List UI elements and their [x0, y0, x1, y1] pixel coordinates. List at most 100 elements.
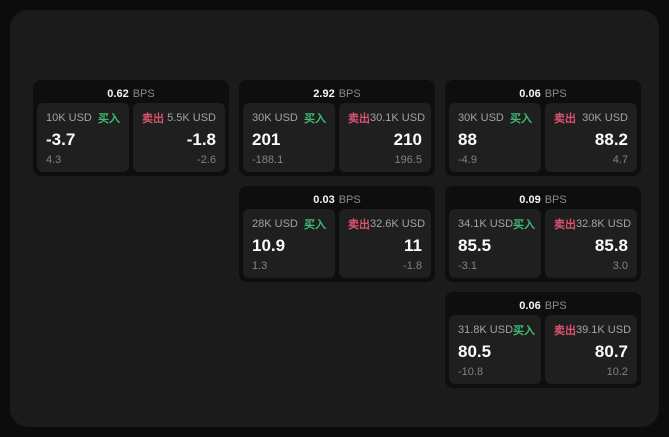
buy-panel-top: 30K USD 买入 — [252, 110, 326, 126]
bps-unit-label: BPS — [544, 87, 567, 100]
buy-delta: -3.1 — [458, 260, 477, 272]
buy-sell-panels: 30K USD 买入 88 -4.9 卖出 30K USD 88.2 4.7 — [449, 103, 637, 172]
buy-panel[interactable]: 31.8K USD 买入 80.5 -10.8 — [449, 315, 541, 384]
buy-sell-panels: 10K USD 买入 -3.7 4.3 卖出 5.5K USD -1.8 -2.… — [37, 103, 225, 172]
buy-sell-panels: 34.1K USD 买入 85.5 -3.1 卖出 32.8K USD 85.8… — [449, 209, 637, 278]
buy-amount: 30K USD — [458, 112, 504, 124]
buy-price: 80.5 — [458, 341, 492, 361]
sell-side-label: 卖出 — [554, 113, 576, 125]
sell-side-label: 卖出 — [142, 113, 164, 125]
buy-side-label: 买入 — [513, 219, 536, 231]
sell-price: 11 — [404, 235, 422, 255]
card-header: 0.06 BPS — [449, 296, 637, 315]
buy-price: 85.5 — [458, 235, 492, 255]
bps-value: 2.92 — [313, 87, 335, 100]
bps-unit-label: BPS — [132, 87, 155, 100]
quote-card: 0.62 BPS 10K USD 买入 -3.7 4.3 卖出 5.5K USD — [33, 80, 229, 176]
bps-unit-label: BPS — [338, 87, 361, 100]
bps-unit-label: BPS — [544, 193, 567, 206]
buy-side-label: 买入 — [98, 113, 120, 125]
card-header: 0.09 BPS — [449, 190, 637, 209]
buy-price: 10.9 — [252, 235, 286, 255]
bps-value: 0.03 — [313, 193, 335, 206]
bps-value: 0.06 — [519, 299, 541, 312]
quote-card: 2.92 BPS 30K USD 买入 201 -188.1 卖出 30.1K … — [239, 80, 435, 176]
sell-panel[interactable]: 卖出 5.5K USD -1.8 -2.6 — [133, 103, 225, 172]
buy-amount: 31.8K USD — [458, 324, 514, 336]
sell-panel-top: 卖出 30.1K USD — [348, 110, 426, 126]
card-header: 0.62 BPS — [37, 84, 225, 103]
buy-panel[interactable]: 34.1K USD 买入 85.5 -3.1 — [449, 209, 541, 278]
sell-side-label: 卖出 — [348, 219, 370, 231]
buy-delta: -188.1 — [252, 154, 284, 166]
sell-panel[interactable]: 卖出 32.8K USD 85.8 3.0 — [545, 209, 637, 278]
buy-delta: -4.9 — [458, 154, 477, 166]
sell-panel-top: 卖出 32.8K USD — [554, 216, 632, 232]
buy-panel[interactable]: 30K USD 买入 88 -4.9 — [449, 103, 541, 172]
buy-amount: 10K USD — [46, 112, 92, 124]
sell-side-label: 卖出 — [554, 325, 576, 337]
buy-panel-top: 30K USD 买入 — [458, 110, 532, 126]
sell-side-label: 卖出 — [348, 113, 370, 125]
sell-panel-top: 卖出 5.5K USD — [142, 110, 216, 126]
sell-panel[interactable]: 卖出 30K USD 88.2 4.7 — [545, 103, 637, 172]
bps-unit-label: BPS — [544, 299, 567, 312]
sell-price: 210 — [393, 129, 422, 149]
buy-side-label: 买入 — [513, 325, 536, 337]
card-header: 0.06 BPS — [449, 84, 637, 103]
buy-amount: 30K USD — [252, 112, 298, 124]
sell-delta: 10.2 — [606, 366, 628, 378]
sell-panel[interactable]: 卖出 39.1K USD 80.7 10.2 — [545, 315, 637, 384]
buy-side-label: 买入 — [510, 113, 532, 125]
buy-panel[interactable]: 10K USD 买入 -3.7 4.3 — [37, 103, 129, 172]
sell-panel-top: 卖出 39.1K USD — [554, 322, 632, 338]
sell-delta: -1.8 — [403, 260, 422, 272]
buy-price: 88 — [458, 129, 477, 149]
buy-delta: -10.8 — [458, 366, 484, 378]
buy-panel-top: 34.1K USD 买入 — [458, 216, 536, 232]
bps-unit-label: BPS — [338, 193, 361, 206]
buy-panel[interactable]: 28K USD 买入 10.9 1.3 — [243, 209, 335, 278]
sell-side-label: 卖出 — [554, 219, 576, 231]
bps-value: 0.09 — [519, 193, 541, 206]
sell-delta: 4.7 — [612, 154, 628, 166]
sell-price: -1.8 — [186, 129, 216, 149]
sell-price: 85.8 — [594, 235, 628, 255]
sell-amount: 32.8K USD — [576, 218, 632, 230]
card-header: 0.03 BPS — [243, 190, 431, 209]
buy-amount: 34.1K USD — [458, 218, 514, 230]
card-header: 2.92 BPS — [243, 84, 431, 103]
quote-card: 0.06 BPS 30K USD 买入 88 -4.9 卖出 30K USD — [445, 80, 641, 176]
buy-side-label: 买入 — [304, 113, 326, 125]
sell-amount: 39.1K USD — [576, 324, 632, 336]
buy-panel-top: 10K USD 买入 — [46, 110, 120, 126]
quote-card: 0.03 BPS 28K USD 买入 10.9 1.3 卖出 32.6K US… — [239, 186, 435, 282]
buy-sell-panels: 30K USD 买入 201 -188.1 卖出 30.1K USD 210 1… — [243, 103, 431, 172]
buy-panel-top: 31.8K USD 买入 — [458, 322, 536, 338]
buy-panel-top: 28K USD 买入 — [252, 216, 326, 232]
buy-sell-panels: 28K USD 买入 10.9 1.3 卖出 32.6K USD 11 -1.8 — [243, 209, 431, 278]
sell-panel-top: 卖出 30K USD — [554, 110, 628, 126]
sell-price: 80.7 — [594, 341, 628, 361]
sell-panel-top: 卖出 32.6K USD — [348, 216, 426, 232]
sell-amount: 32.6K USD — [370, 218, 426, 230]
buy-delta: 4.3 — [46, 154, 62, 166]
bps-value: 0.62 — [107, 87, 129, 100]
sell-amount: 30K USD — [582, 112, 628, 124]
quote-card: 0.09 BPS 34.1K USD 买入 85.5 -3.1 卖出 32.8K… — [445, 186, 641, 282]
sell-amount: 30.1K USD — [370, 112, 426, 124]
buy-sell-panels: 31.8K USD 买入 80.5 -10.8 卖出 39.1K USD 80.… — [449, 315, 637, 384]
dashboard-surface: 0.62 BPS 10K USD 买入 -3.7 4.3 卖出 5.5K USD — [10, 10, 659, 427]
sell-price: 88.2 — [594, 129, 628, 149]
quote-card-grid: 0.62 BPS 10K USD 买入 -3.7 4.3 卖出 5.5K USD — [33, 80, 641, 388]
buy-price: -3.7 — [46, 129, 76, 149]
quote-card: 0.06 BPS 31.8K USD 买入 80.5 -10.8 卖出 39.1… — [445, 292, 641, 388]
buy-delta: 1.3 — [252, 260, 268, 272]
buy-amount: 28K USD — [252, 218, 298, 230]
sell-panel[interactable]: 卖出 30.1K USD 210 196.5 — [339, 103, 431, 172]
sell-delta: -2.6 — [197, 154, 216, 166]
buy-side-label: 买入 — [304, 219, 326, 231]
buy-panel[interactable]: 30K USD 买入 201 -188.1 — [243, 103, 335, 172]
bps-value: 0.06 — [519, 87, 541, 100]
sell-panel[interactable]: 卖出 32.6K USD 11 -1.8 — [339, 209, 431, 278]
